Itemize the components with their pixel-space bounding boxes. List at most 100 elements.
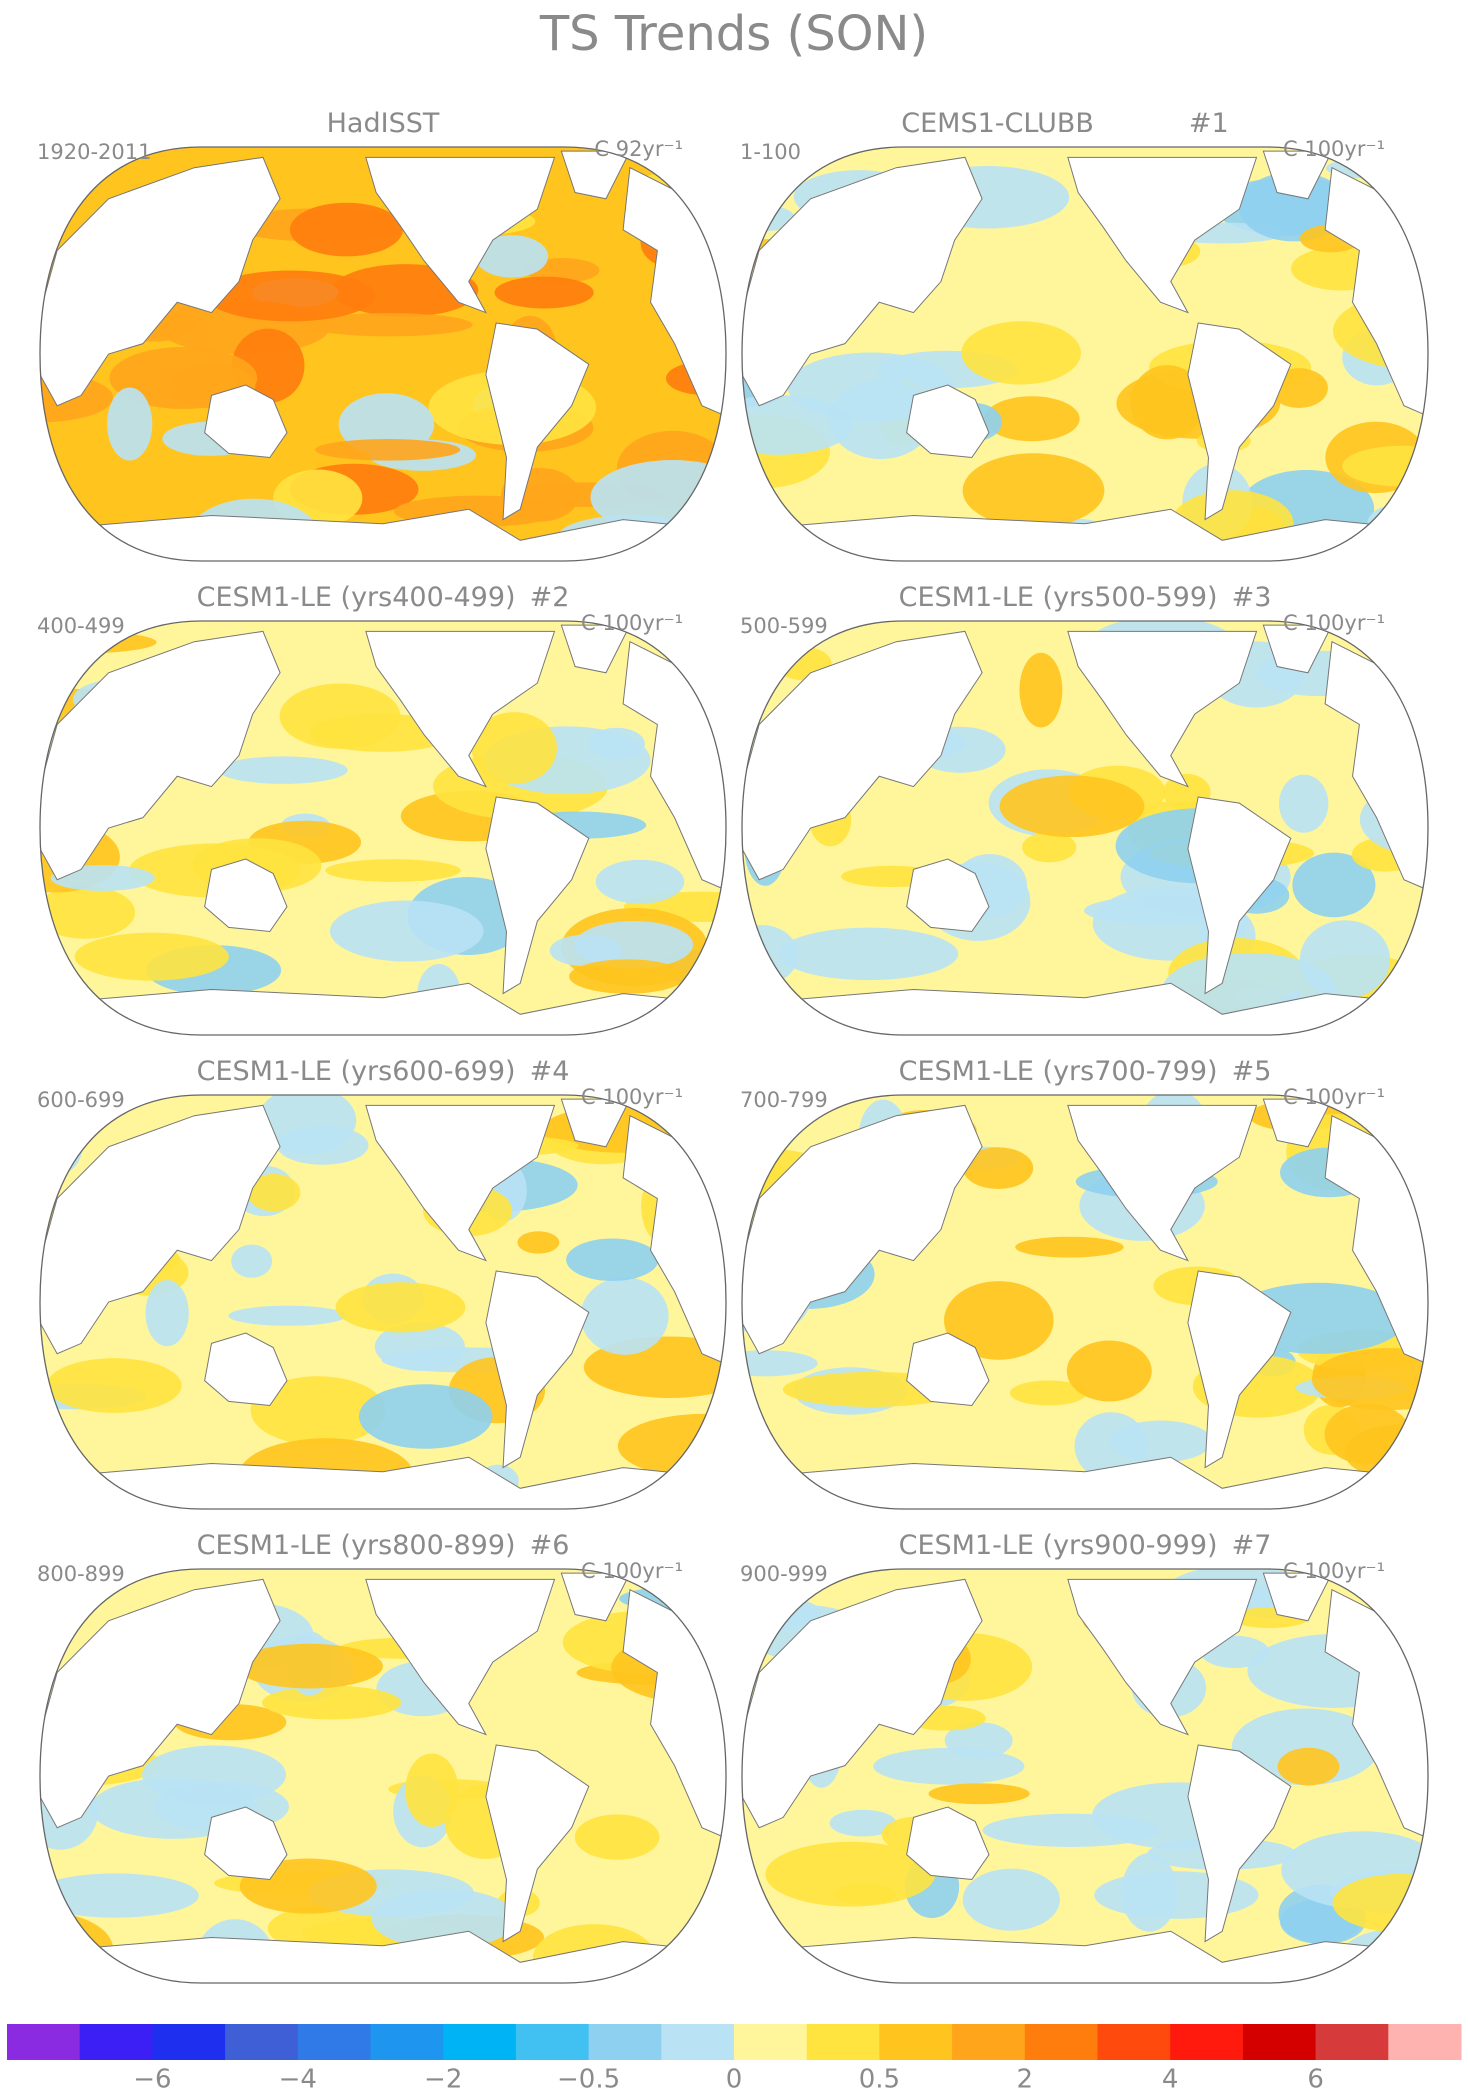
anomaly-region bbox=[962, 453, 1105, 528]
colorbar-box bbox=[1242, 2024, 1317, 2060]
panel-number: #1 bbox=[1189, 108, 1229, 139]
map bbox=[40, 1569, 726, 1983]
land bbox=[365, 1578, 556, 1736]
map-panel: HadISST 1920-2011 C 92yr⁻¹ bbox=[37, 108, 727, 562]
panel-title: CEMS1-CLUBB #1 bbox=[901, 108, 1228, 139]
anomaly-region bbox=[778, 927, 959, 981]
map-panel: CESM1-LE (yrs400-499) #2 400-499 C 100yr⁻¹ bbox=[37, 582, 727, 1036]
figure-title: TS Trends (SON) bbox=[539, 6, 928, 62]
panel-units: C 100yr⁻¹ bbox=[581, 1559, 683, 1583]
land bbox=[204, 384, 288, 459]
colorbar-label: 6 bbox=[1307, 2065, 1324, 2094]
map bbox=[40, 621, 726, 1035]
land bbox=[40, 630, 281, 881]
land bbox=[742, 156, 983, 407]
anomaly-region bbox=[1332, 1873, 1428, 1933]
anomaly-region bbox=[262, 1685, 402, 1720]
land bbox=[40, 1578, 281, 1829]
panel-number: #7 bbox=[1232, 1530, 1272, 1561]
panel-name: CESM1-LE (yrs800-899) bbox=[197, 1530, 516, 1561]
land bbox=[204, 858, 288, 933]
panel-title: CESM1-LE (yrs900-999) #7 bbox=[899, 1530, 1272, 1561]
anomaly-region bbox=[1066, 1340, 1152, 1402]
panel-number: #5 bbox=[1232, 1056, 1272, 1087]
map-panel: CESM1-LE (yrs600-699) #4 600-699 C 100yr⁻¹ bbox=[37, 1056, 727, 1510]
anomaly-region bbox=[944, 1722, 1013, 1759]
anomaly-region bbox=[962, 1147, 1034, 1190]
land bbox=[40, 1456, 726, 1509]
anomaly-region bbox=[1342, 445, 1428, 487]
anomaly-region bbox=[566, 1238, 659, 1281]
anomaly-region bbox=[1292, 852, 1376, 918]
land bbox=[365, 630, 556, 788]
anomaly-region bbox=[250, 1376, 386, 1446]
land bbox=[485, 796, 590, 995]
land bbox=[40, 156, 281, 407]
colorbar-box bbox=[1024, 2024, 1098, 2060]
anomaly-region bbox=[145, 1280, 189, 1347]
anomaly-region bbox=[228, 1305, 347, 1326]
anomaly-region bbox=[371, 1888, 517, 1949]
map-outline bbox=[741, 620, 1429, 1036]
land bbox=[204, 1332, 288, 1407]
panel-units: C 100yr⁻¹ bbox=[581, 611, 683, 635]
anomaly-region bbox=[40, 1118, 83, 1174]
anomaly-region bbox=[999, 775, 1145, 838]
colorbar-box bbox=[225, 2024, 299, 2060]
anomaly-region bbox=[1279, 774, 1329, 833]
colorbar-box bbox=[806, 2024, 880, 2060]
land bbox=[40, 508, 726, 561]
colorbar-box bbox=[588, 2024, 662, 2060]
panel-units: C 100yr⁻¹ bbox=[1283, 137, 1385, 161]
panel-title: HadISST bbox=[327, 108, 440, 139]
colorbar-label: −6 bbox=[133, 2065, 171, 2094]
map-panel: CESM1-LE (yrs700-799) #5 700-799 C 100yr⁻¹ bbox=[740, 1056, 1429, 1510]
colorbar-box bbox=[1315, 2024, 1389, 2060]
anomaly-region bbox=[74, 932, 229, 981]
land bbox=[742, 630, 983, 881]
map-panel: CEMS1-CLUBB #1 1-100 C 100yr⁻¹ bbox=[740, 108, 1429, 562]
anomaly-region bbox=[574, 920, 694, 969]
land bbox=[742, 1456, 1428, 1509]
anomaly-region bbox=[962, 1868, 1060, 1931]
anomaly-region bbox=[279, 683, 401, 749]
land bbox=[40, 982, 726, 1035]
anomaly-region bbox=[247, 1173, 301, 1212]
map-outline bbox=[741, 146, 1429, 562]
panel-number: #6 bbox=[530, 1530, 570, 1561]
anomaly-region bbox=[218, 756, 348, 784]
map-outline bbox=[741, 1094, 1429, 1510]
colorbar-box bbox=[1170, 2024, 1244, 2060]
anomaly-region bbox=[943, 1281, 1054, 1360]
panel-title: CESM1-LE (yrs700-799) #5 bbox=[899, 1056, 1272, 1087]
anomaly-region bbox=[1342, 1927, 1428, 1982]
anomaly-region bbox=[46, 1358, 182, 1413]
anomaly-region bbox=[1231, 1708, 1380, 1786]
anomaly-region bbox=[569, 959, 686, 994]
map-outline bbox=[39, 146, 727, 562]
anomaly-region bbox=[765, 1841, 936, 1907]
colorbar-box bbox=[1388, 2024, 1462, 2060]
colorbar-box bbox=[515, 2024, 590, 2060]
panel-units: C 92yr⁻¹ bbox=[594, 137, 683, 161]
anomaly-region bbox=[1074, 1412, 1148, 1481]
panel-name: CEMS1-CLUBB bbox=[901, 108, 1094, 139]
anomaly-region bbox=[1311, 1348, 1428, 1411]
map bbox=[742, 621, 1428, 1035]
panel-title: CESM1-LE (yrs500-599) #3 bbox=[899, 582, 1272, 613]
map bbox=[742, 147, 1428, 561]
anomaly-region bbox=[475, 235, 549, 278]
land bbox=[485, 1744, 590, 1943]
anomaly-region bbox=[374, 1322, 465, 1371]
panel-period: 1-100 bbox=[740, 140, 801, 164]
panel-units: C 100yr⁻¹ bbox=[1283, 611, 1385, 635]
anomaly-region bbox=[674, 1932, 726, 1983]
land bbox=[1067, 156, 1258, 314]
anomaly-region bbox=[315, 439, 461, 461]
panel-title: CESM1-LE (yrs600-699) #4 bbox=[197, 1056, 570, 1087]
panel-units: C 100yr⁻¹ bbox=[581, 1085, 683, 1109]
anomaly-region bbox=[982, 1813, 1160, 1847]
anomaly-region bbox=[1009, 1380, 1087, 1406]
anomaly-region bbox=[358, 1384, 493, 1449]
